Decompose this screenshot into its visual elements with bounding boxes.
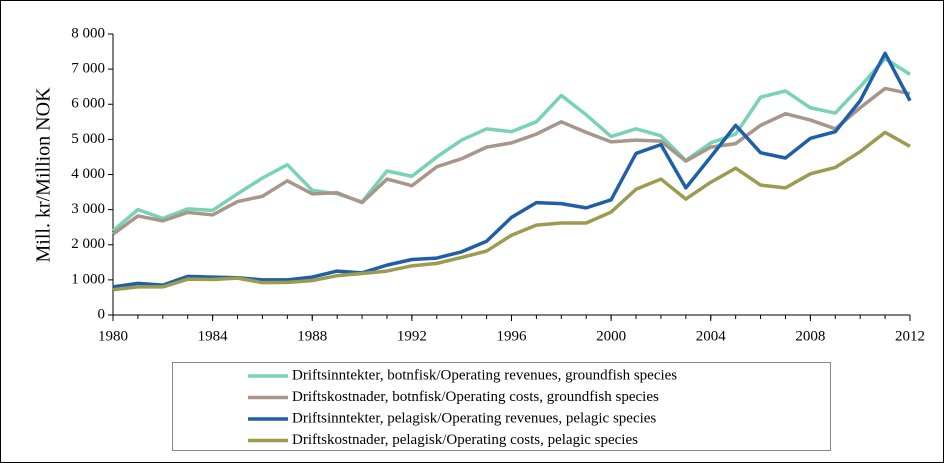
x-tick-label: 1992 xyxy=(397,328,427,344)
x-tick-label: 1980 xyxy=(98,328,128,344)
y-tick-label: 0 xyxy=(98,306,106,322)
y-tick-label: 3 000 xyxy=(71,201,105,217)
y-tick-label: 4 000 xyxy=(71,166,105,182)
legend-label: Driftsinntekter, pelagisk/Operating reve… xyxy=(292,410,656,426)
legend-label: Driftskostnader, pelagisk/Operating cost… xyxy=(292,432,638,448)
x-tick-label: 2008 xyxy=(795,328,825,344)
x-tick-label: 1996 xyxy=(497,328,528,344)
series-line xyxy=(111,56,911,233)
y-tick-label: 1 000 xyxy=(71,271,105,287)
y-tick-label: 2 000 xyxy=(71,236,105,252)
x-tick-label: 1984 xyxy=(198,328,229,344)
x-tick-label: 1988 xyxy=(297,328,327,344)
y-tick-label: 8 000 xyxy=(71,25,105,41)
y-tick-label: 7 000 xyxy=(71,61,105,77)
x-tick-label: 2000 xyxy=(596,328,626,344)
series-line xyxy=(111,86,911,236)
series-line xyxy=(112,51,912,289)
y-axis-label: Mill. kr/Million NOK xyxy=(33,87,55,263)
x-tick-label: 2012 xyxy=(895,328,925,344)
legend-label: Driftsinntekter, botnfisk/Operating reve… xyxy=(292,367,677,383)
y-tick-label: 5 000 xyxy=(71,131,105,147)
legend-label: Driftskostnader, botnfisk/Operating cost… xyxy=(292,389,659,405)
x-tick-label: 2004 xyxy=(696,328,727,344)
series-line xyxy=(112,130,911,292)
y-tick-label: 6 000 xyxy=(71,96,105,112)
